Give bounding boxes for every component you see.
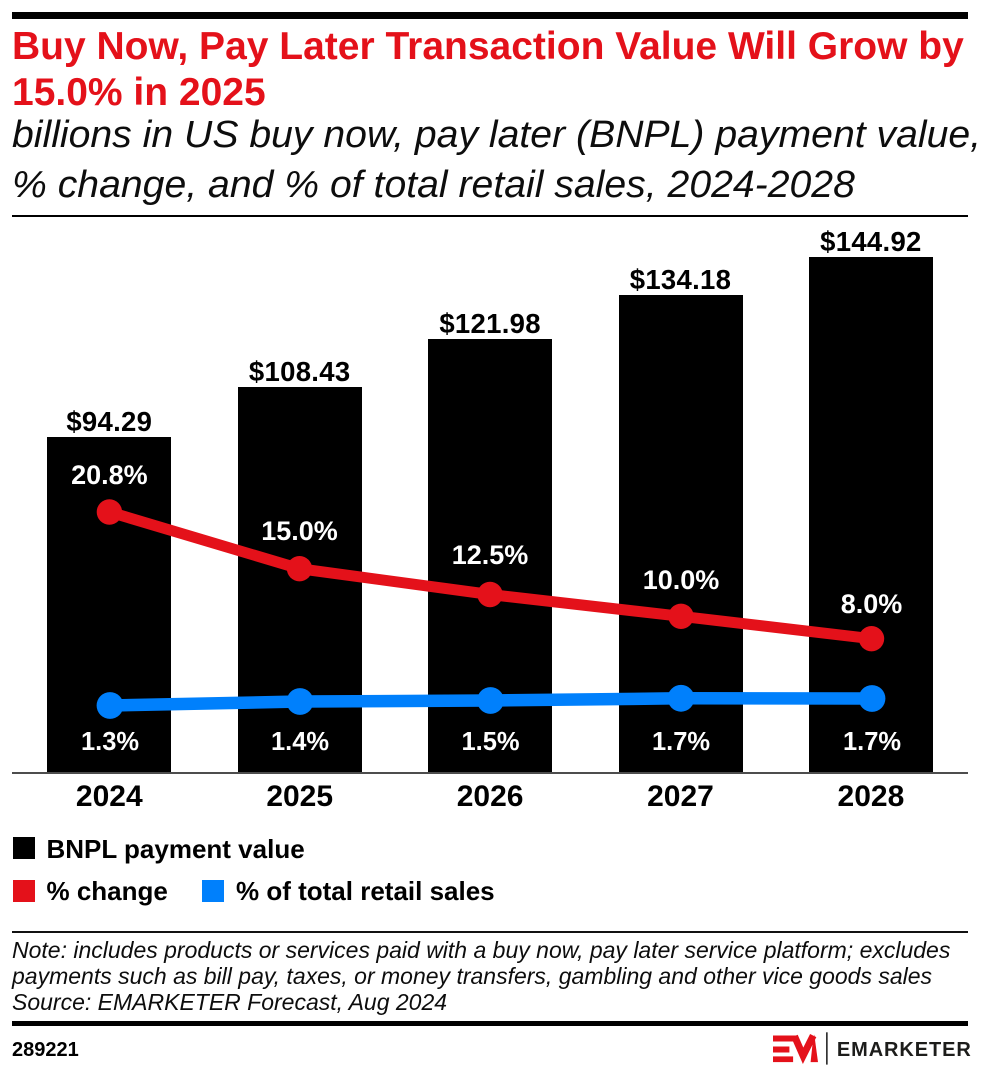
svg-text:EMARKETER: EMARKETER — [836, 1039, 971, 1061]
